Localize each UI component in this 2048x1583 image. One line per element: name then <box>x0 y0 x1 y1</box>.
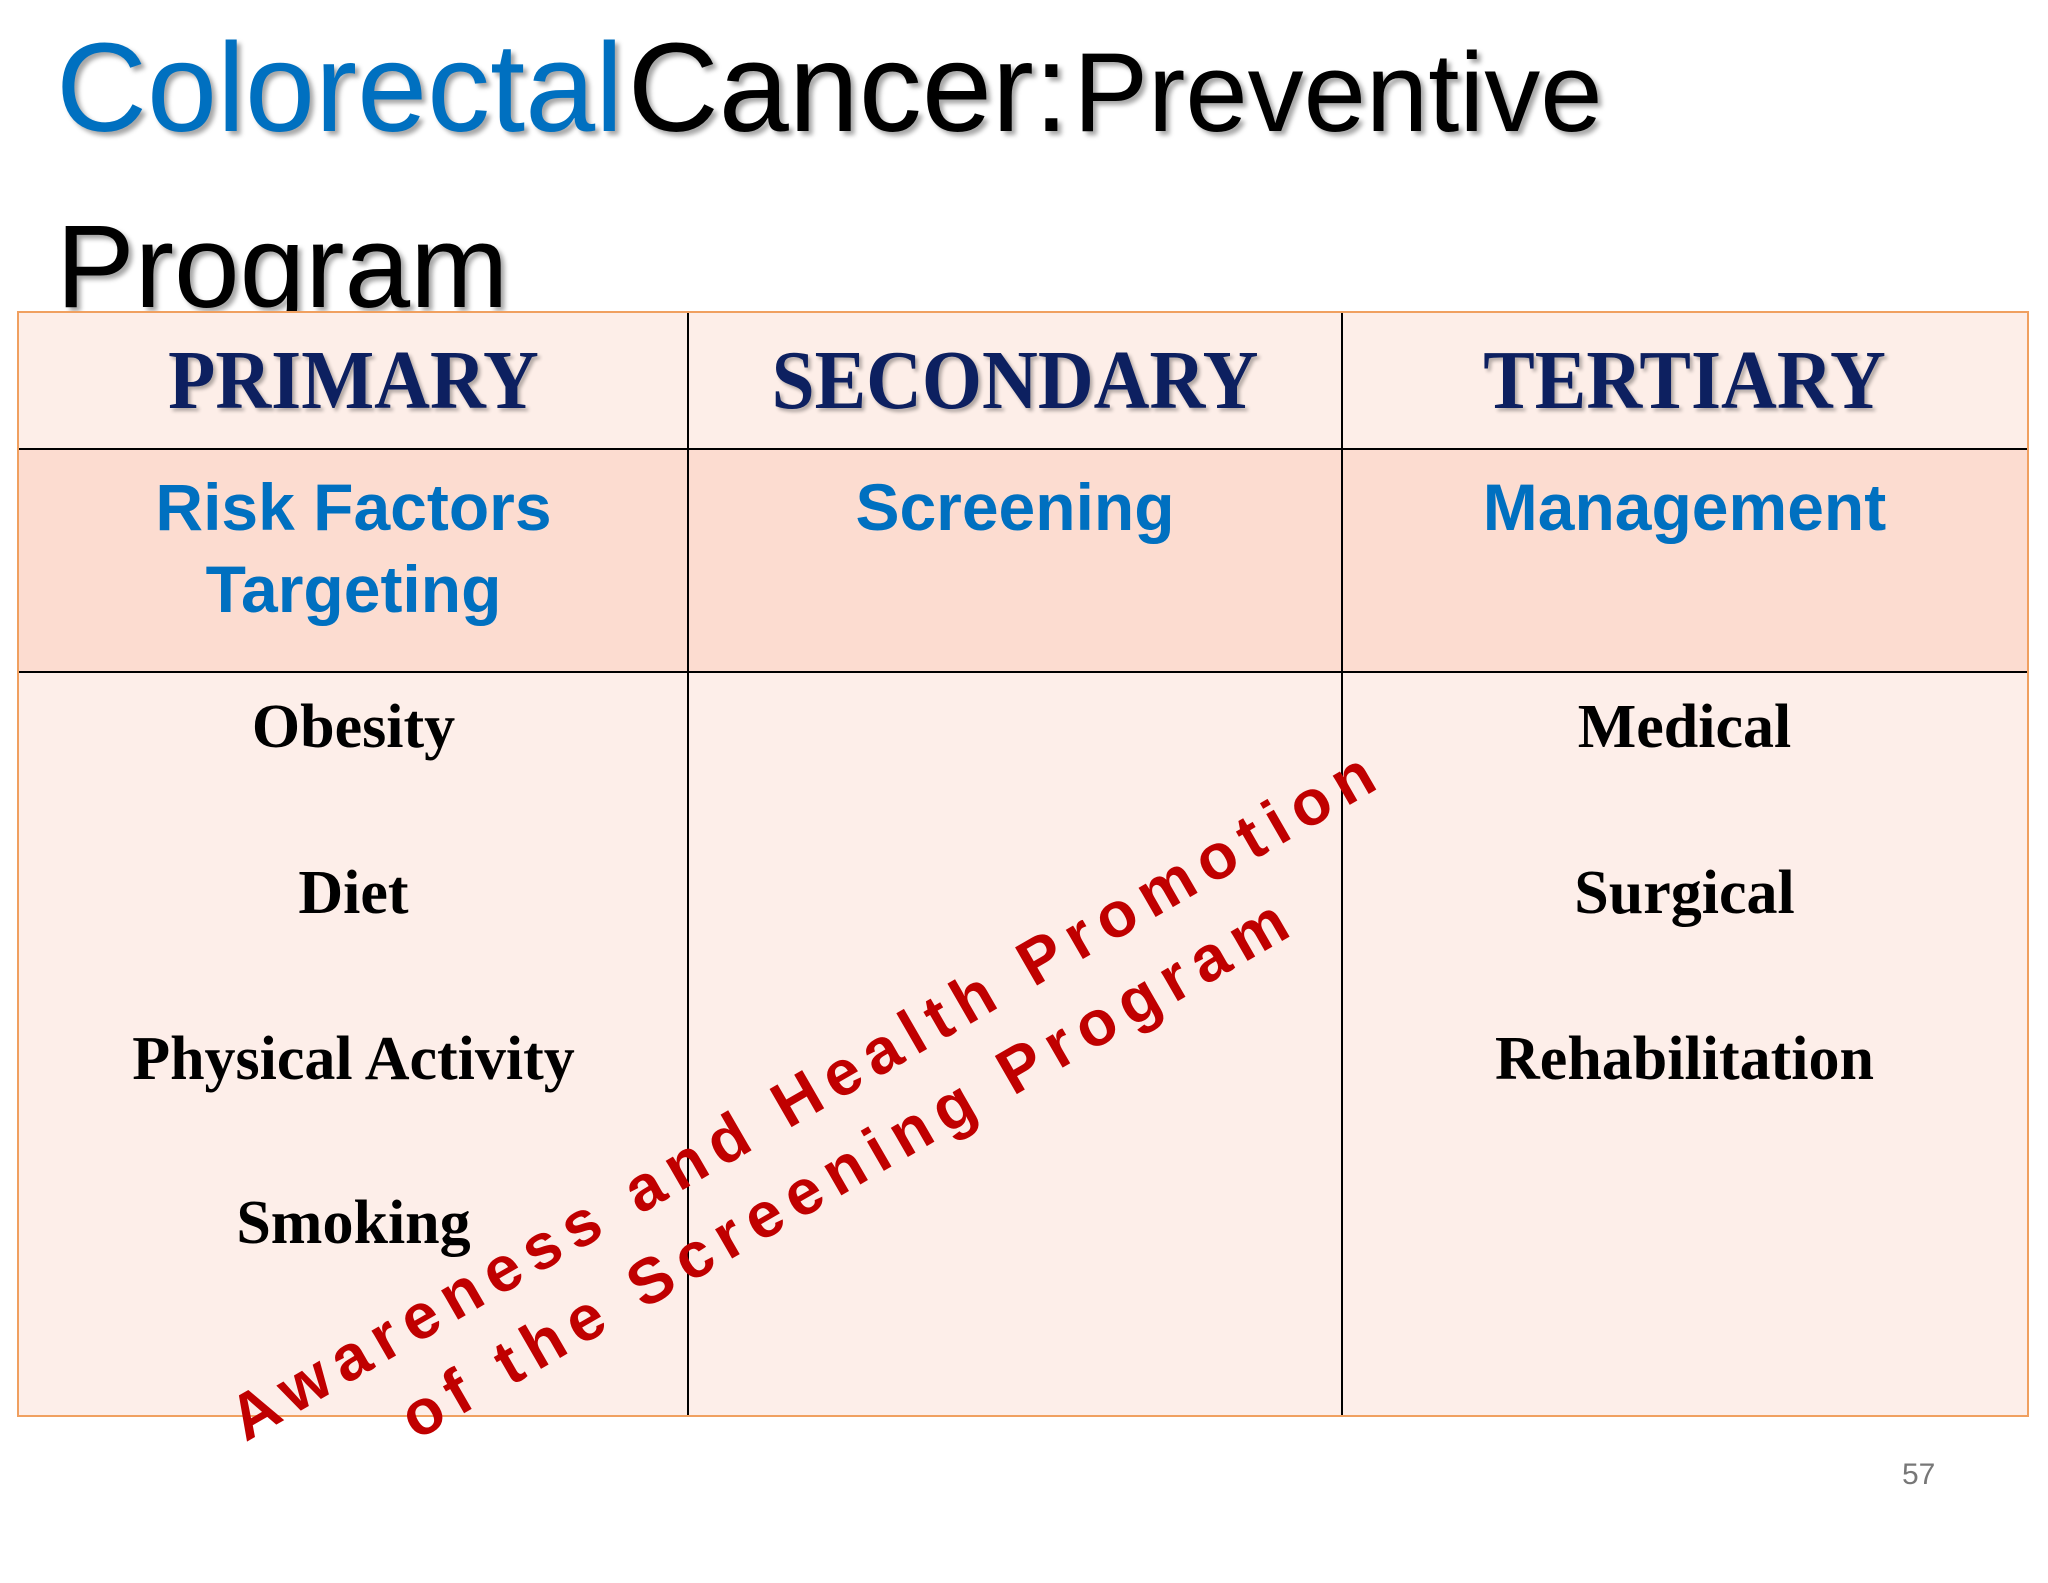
title-word-cancer: Cancer: <box>627 17 1069 158</box>
item-diet: Diet <box>298 859 409 927</box>
header-secondary: SECONDARY <box>771 334 1259 427</box>
header-primary: PRIMARY <box>168 334 539 427</box>
item-physical-activity: Physical Activity <box>132 1025 575 1093</box>
item-medical: Medical <box>1577 693 1792 761</box>
subheader-management: Management <box>1482 470 1887 544</box>
title-word-colorectal: Colorectal <box>56 17 624 158</box>
subheader-risk-factors: Risk Factors <box>155 470 552 544</box>
title-word-preventive: Preventive <box>1073 30 1603 155</box>
item-surgical: Surgical <box>1574 859 1795 927</box>
column-divider <box>687 313 689 1415</box>
page-number: 57 <box>1902 1458 1936 1491</box>
prevention-table: PRIMARY SECONDARY TERTIARY Risk Factors … <box>17 311 2029 1417</box>
item-rehabilitation: Rehabilitation <box>1495 1025 1874 1093</box>
item-smoking: Smoking <box>236 1189 471 1257</box>
subheader-screening: Screening <box>855 470 1175 544</box>
header-tertiary: TERTIARY <box>1483 334 1886 427</box>
header-row: PRIMARY SECONDARY TERTIARY <box>19 313 2027 450</box>
subheader-row: Risk Factors Targeting Screening Managem… <box>19 450 2027 673</box>
item-obesity: Obesity <box>251 693 456 761</box>
subheader-targeting: Targeting <box>205 552 502 626</box>
body-row: Obesity Diet Physical Activity Smoking M… <box>19 673 2027 1415</box>
column-divider <box>1341 313 1343 1415</box>
